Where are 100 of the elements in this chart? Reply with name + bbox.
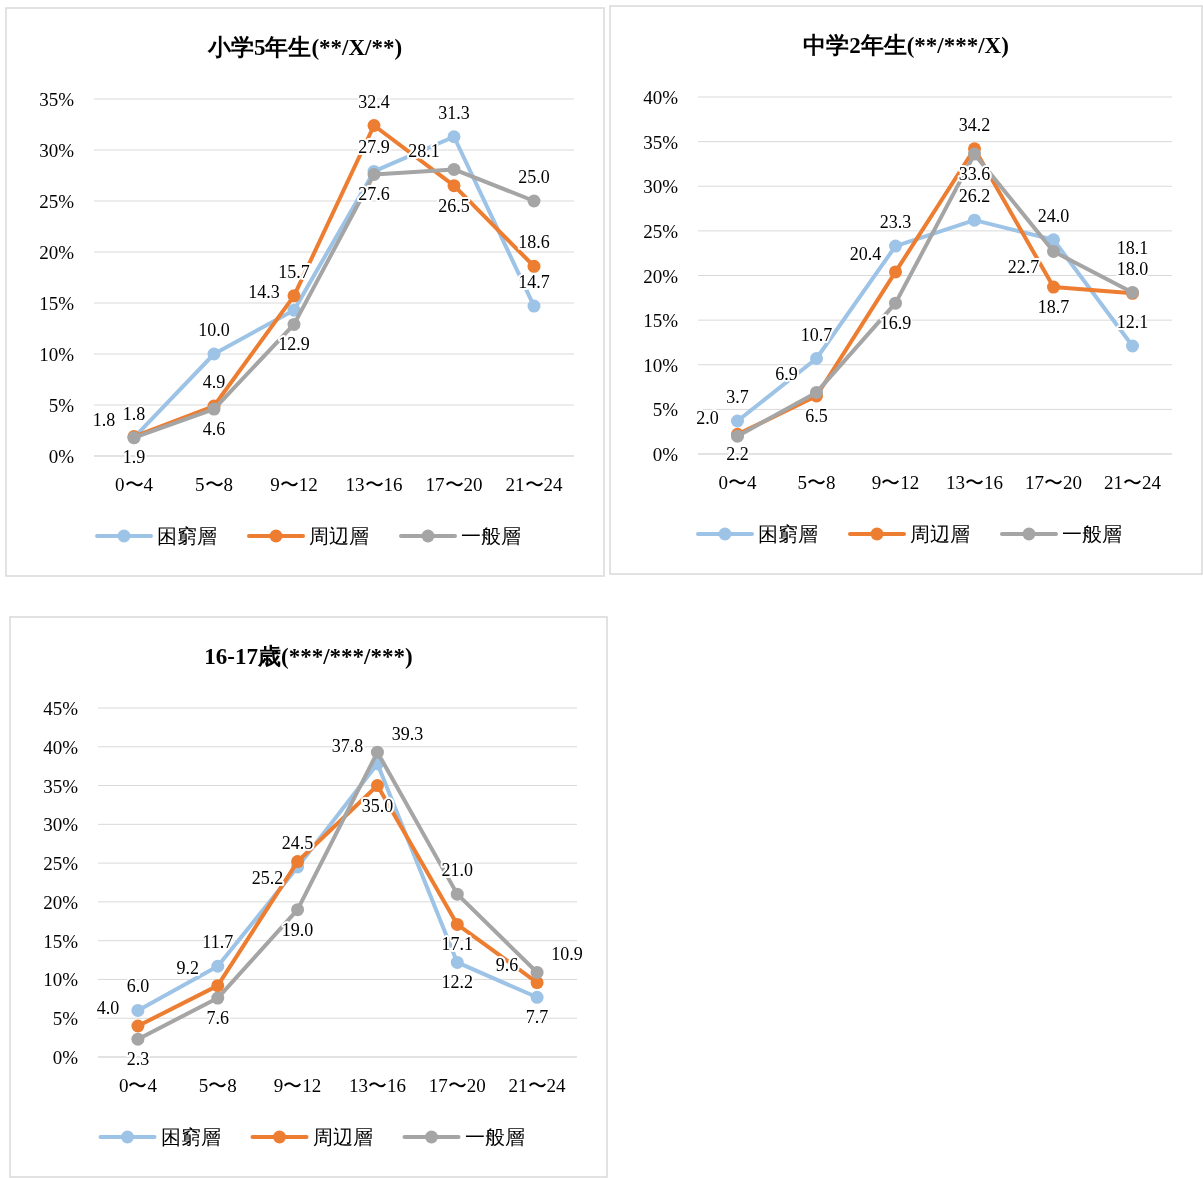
data-label: 20.4 xyxy=(849,243,882,264)
legend-label: 一般層 xyxy=(464,1126,525,1148)
point xyxy=(889,265,902,279)
data-label: 39.3 xyxy=(391,724,424,745)
y-tick-label: 15% xyxy=(643,310,679,332)
x-tick-label: 21〜24 xyxy=(508,1075,567,1096)
point xyxy=(1047,280,1060,294)
x-tick-label: 17〜20 xyxy=(425,474,483,495)
point xyxy=(731,414,744,428)
chart-title: 小学5年生(**/X/**) xyxy=(206,35,403,60)
x-tick-label: 0〜4 xyxy=(118,1075,158,1096)
x-tick-label: 21〜24 xyxy=(1104,472,1162,493)
point xyxy=(968,213,981,227)
data-label: 6.5 xyxy=(805,405,828,426)
data-label: 12.1 xyxy=(1116,312,1149,333)
data-label: 18.1 xyxy=(1116,238,1149,259)
data-label: 25.0 xyxy=(518,167,550,187)
y-tick-label: 5% xyxy=(652,399,679,421)
legend-label: 一般層 xyxy=(1062,523,1122,545)
legend-label: 周辺層 xyxy=(309,525,369,547)
y-tick-label: 15% xyxy=(39,293,75,314)
y-tick-label: 5% xyxy=(52,1008,79,1030)
data-label: 4.0 xyxy=(96,997,120,1018)
y-tick-label: 0% xyxy=(48,446,75,467)
point xyxy=(450,917,464,931)
data-label: 19.0 xyxy=(281,919,314,940)
y-tick-label: 0% xyxy=(52,1047,79,1068)
x-tick-label: 0〜4 xyxy=(718,472,757,493)
data-label: 24.5 xyxy=(281,832,314,853)
data-label: 7.6 xyxy=(206,1008,229,1029)
data-label: 18.6 xyxy=(518,232,550,253)
point xyxy=(530,965,544,979)
data-label: 10.0 xyxy=(198,320,230,340)
data-label: 6.0 xyxy=(126,976,150,997)
data-label: 3.7 xyxy=(726,386,749,407)
x-tick-label: 13〜16 xyxy=(946,472,1003,493)
data-label: 26.2 xyxy=(958,186,991,207)
data-label: 7.7 xyxy=(525,1007,549,1028)
x-tick-label: 0〜4 xyxy=(115,474,154,495)
point xyxy=(527,299,541,313)
legend-label: 周辺層 xyxy=(910,523,970,545)
point xyxy=(131,1032,145,1046)
x-tick-label: 13〜16 xyxy=(348,1075,406,1096)
y-tick-label: 10% xyxy=(643,354,679,376)
y-tick-label: 25% xyxy=(643,220,679,242)
y-tick-label: 35% xyxy=(39,89,75,110)
point xyxy=(370,779,384,793)
x-tick-label: 9〜12 xyxy=(270,474,318,495)
point xyxy=(291,855,305,869)
point xyxy=(1047,244,1060,258)
data-label: 17.1 xyxy=(441,934,473,955)
y-tick-label: 10% xyxy=(39,344,75,365)
y-tick-label: 5% xyxy=(48,395,75,416)
point xyxy=(447,130,461,144)
point xyxy=(211,991,225,1005)
data-label: 16.9 xyxy=(879,313,912,334)
data-label: 2.0 xyxy=(696,408,719,429)
data-label: 21.0 xyxy=(441,860,473,881)
data-label: 9.2 xyxy=(176,957,199,978)
data-label: 18.7 xyxy=(1037,297,1070,318)
point xyxy=(1126,339,1139,353)
y-tick-label: 45% xyxy=(43,698,79,719)
data-label: 12.2 xyxy=(441,972,473,993)
point xyxy=(530,990,544,1004)
data-label: 2.3 xyxy=(126,1049,150,1070)
data-label: 28.1 xyxy=(408,141,440,162)
y-tick-label: 35% xyxy=(43,775,79,797)
data-label: 32.4 xyxy=(358,91,390,112)
y-tick-label: 40% xyxy=(643,87,679,108)
y-tick-label: 0% xyxy=(652,444,679,465)
y-tick-label: 30% xyxy=(39,140,75,161)
legend-label: 困窮層 xyxy=(157,525,217,547)
legend-label: 困窮層 xyxy=(160,1126,221,1148)
legend-label: 周辺層 xyxy=(312,1126,373,1148)
data-label: 4.6 xyxy=(202,419,226,440)
data-label: 1.8 xyxy=(122,403,146,424)
data-label: 12.9 xyxy=(278,334,310,355)
data-label: 24.0 xyxy=(1037,205,1070,226)
point xyxy=(131,1003,145,1017)
data-label: 14.3 xyxy=(248,282,280,303)
y-tick-label: 20% xyxy=(43,891,79,913)
data-label: 25.2 xyxy=(251,867,284,888)
y-tick-label: 25% xyxy=(43,853,79,875)
data-label: 34.2 xyxy=(958,114,991,135)
x-tick-label: 9〜12 xyxy=(871,472,920,493)
x-tick-label: 5〜8 xyxy=(198,1075,237,1096)
data-label: 10.7 xyxy=(800,324,833,345)
legend-label: 困窮層 xyxy=(758,523,818,545)
data-label: 4.9 xyxy=(202,372,226,393)
y-tick-label: 35% xyxy=(643,131,679,153)
y-tick-label: 25% xyxy=(39,191,75,212)
data-label: 31.3 xyxy=(438,102,470,123)
y-tick-label: 20% xyxy=(39,242,75,263)
point xyxy=(211,959,225,973)
point xyxy=(131,1019,145,1033)
data-label: 22.7 xyxy=(1007,257,1040,278)
data-label: 2.2 xyxy=(726,444,749,465)
point xyxy=(889,296,902,310)
y-tick-label: 30% xyxy=(43,814,79,836)
y-tick-label: 15% xyxy=(43,930,79,952)
